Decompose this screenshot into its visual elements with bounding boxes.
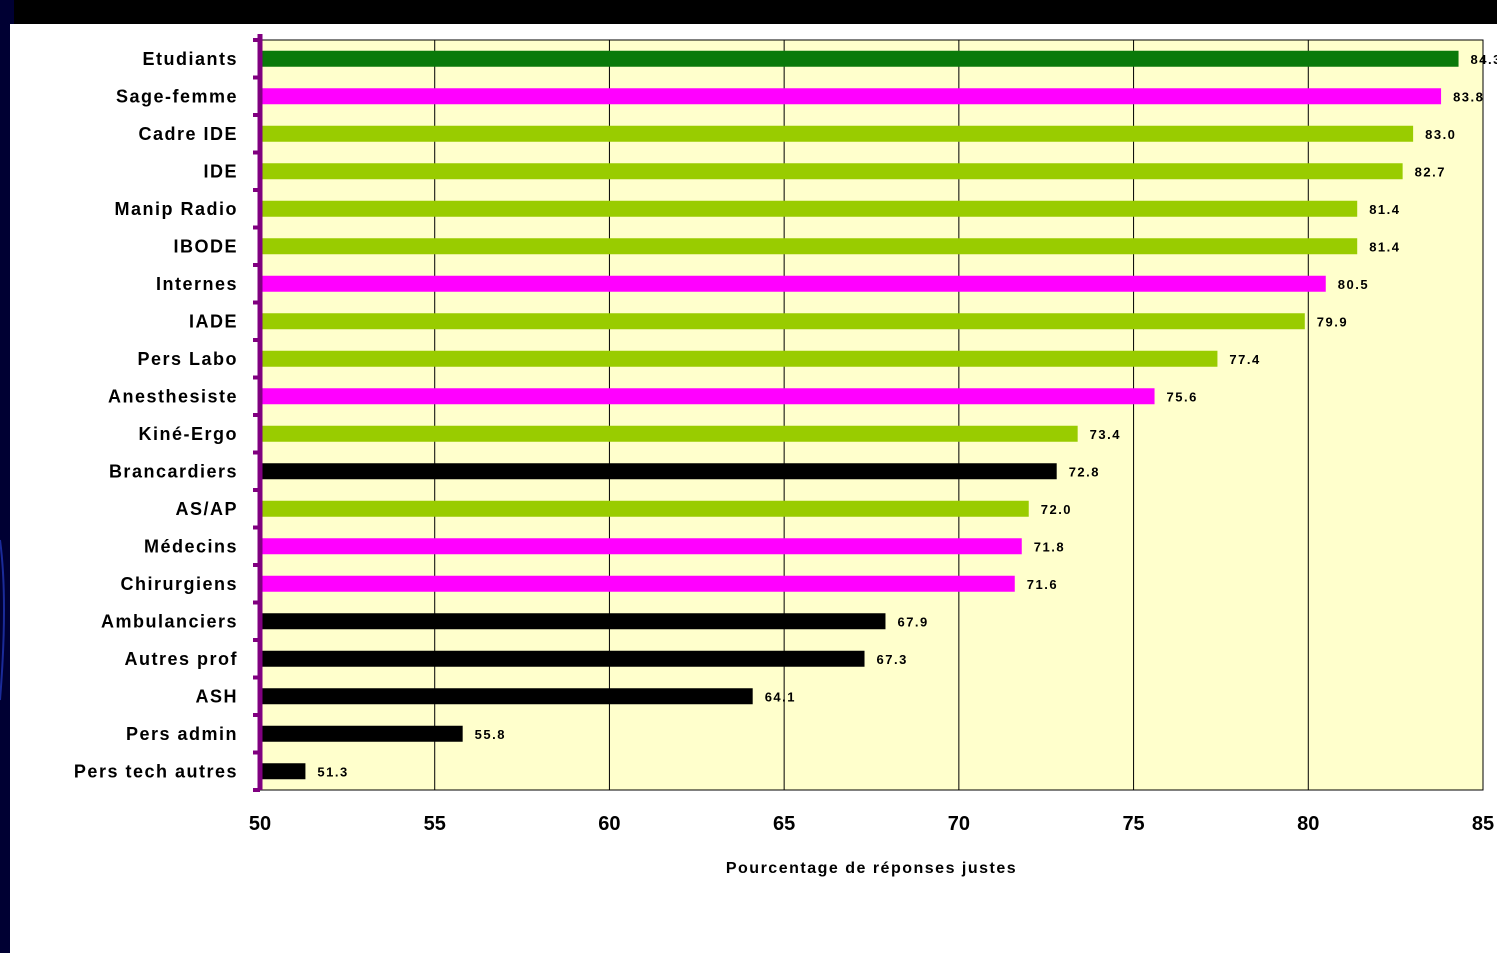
data-label: 67.3 [877, 652, 908, 667]
category-label: Chirurgiens [120, 574, 238, 594]
category-label: Autres prof [124, 649, 238, 669]
bar [260, 725, 463, 742]
data-label: 73.4 [1090, 427, 1121, 442]
bar [260, 313, 1305, 330]
data-label: 64.1 [765, 689, 796, 704]
data-label: 51.3 [317, 764, 348, 779]
bar [260, 463, 1057, 480]
bar [260, 350, 1218, 367]
bar [260, 650, 865, 667]
x-tick-label: 60 [598, 813, 620, 835]
data-label: 83.8 [1453, 89, 1484, 104]
bar [260, 613, 886, 630]
data-label: 67.9 [897, 614, 928, 629]
data-label: 75.6 [1167, 389, 1198, 404]
data-label: 79.9 [1317, 314, 1348, 329]
category-label: Kiné-Ergo [138, 424, 238, 444]
bar [260, 575, 1015, 592]
data-label: 80.5 [1338, 277, 1369, 292]
bar [260, 200, 1358, 217]
category-label: Anesthesiste [108, 386, 238, 406]
category-label: Manip Radio [115, 199, 239, 219]
bar [260, 763, 306, 780]
category-label: Brancardiers [109, 461, 238, 481]
bar [260, 238, 1358, 255]
category-label: Pers admin [126, 724, 238, 744]
category-label: IDE [203, 161, 238, 181]
category-label: Internes [156, 274, 238, 294]
x-axis-title: Pourcentage de réponses justes [726, 860, 1017, 877]
category-label: Sage-femme [116, 86, 238, 106]
bar-chart: 84.3 83.8 83.0 82.7 81.4 81.4 80.5 79.9 77.4 75.6… [74, 34, 1497, 877]
x-tick-label: 55 [424, 813, 446, 835]
bar [260, 388, 1155, 405]
data-label: 77.4 [1229, 352, 1260, 367]
category-label: Médecins [144, 536, 238, 556]
bar [260, 688, 753, 705]
data-label: 83.0 [1425, 127, 1456, 142]
category-label: ASH [195, 686, 238, 706]
bar [260, 500, 1029, 517]
category-label: Etudiants [142, 49, 238, 69]
category-label: IBODE [173, 236, 238, 256]
data-label: 81.4 [1369, 202, 1400, 217]
x-tick-label: 50 [249, 813, 271, 835]
bar [260, 538, 1022, 555]
data-label: 72.8 [1069, 464, 1100, 479]
data-label: 71.6 [1027, 577, 1058, 592]
category-label: Pers tech autres [74, 761, 238, 781]
plot-area [259, 39, 1484, 791]
category-label: Cadre IDE [138, 124, 238, 144]
data-label: 72.0 [1041, 502, 1072, 517]
data-label: 55.8 [475, 727, 506, 742]
bar [260, 50, 1459, 67]
x-tick-label: 65 [773, 813, 795, 835]
x-tick-label: 70 [948, 813, 970, 835]
bar [260, 88, 1442, 105]
chart-panel: 84.3 83.8 83.0 82.7 81.4 81.4 80.5 79.9 77.4 75.6… [10, 24, 1497, 953]
x-tick-label: 80 [1297, 813, 1319, 835]
category-label: IADE [189, 311, 238, 331]
bar [260, 425, 1078, 442]
category-label: Pers Labo [137, 349, 238, 369]
category-label: Ambulanciers [101, 611, 238, 631]
x-tick-label: 75 [1122, 813, 1144, 835]
data-label: 71.8 [1034, 539, 1065, 554]
x-tick-label: 85 [1472, 813, 1494, 835]
data-label: 82.7 [1415, 164, 1446, 179]
bar [260, 275, 1326, 292]
data-label: 84.3 [1471, 52, 1497, 67]
bar [260, 125, 1414, 142]
bar [260, 163, 1403, 180]
category-label: AS/AP [175, 499, 238, 519]
data-label: 81.4 [1369, 239, 1400, 254]
